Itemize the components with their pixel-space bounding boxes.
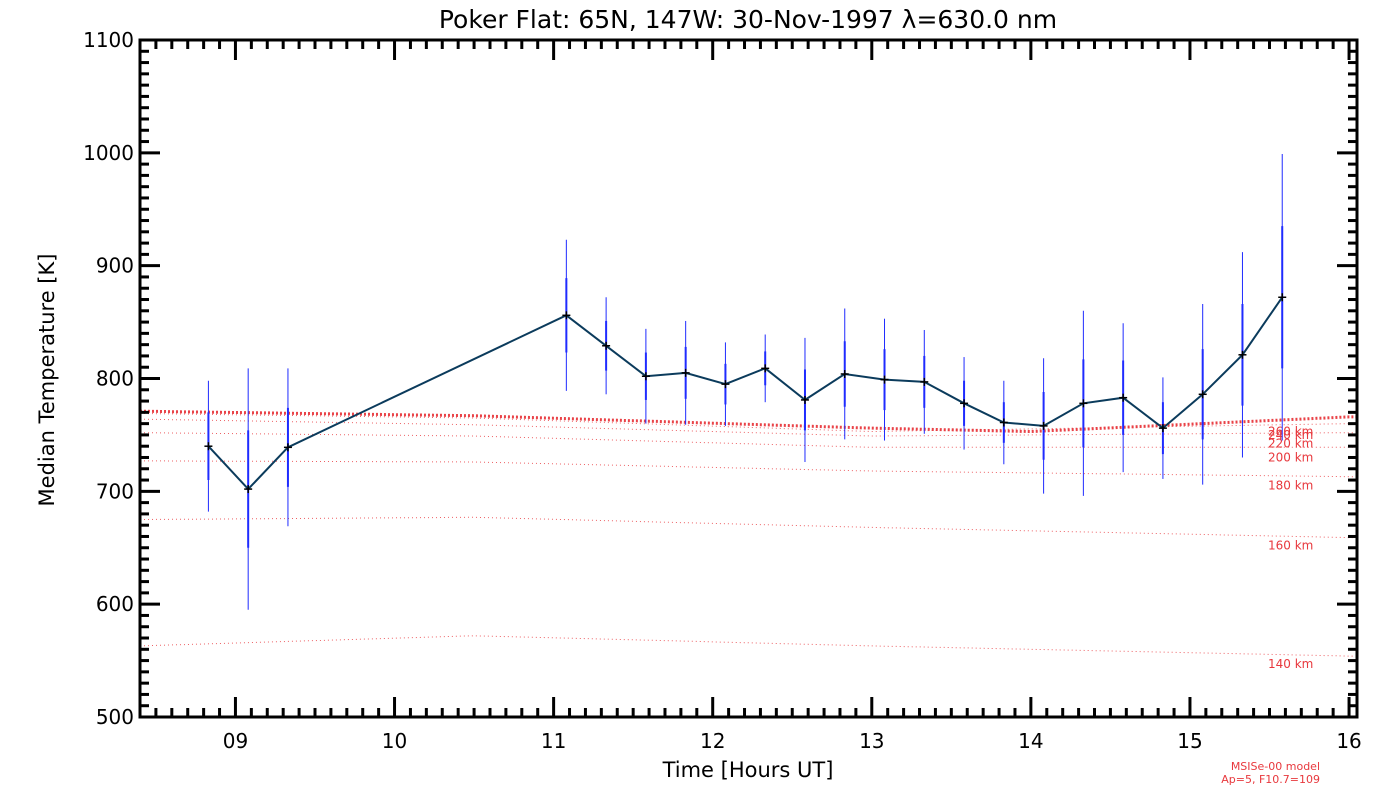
y-axis-title: Median Temperature [K] [35, 254, 59, 507]
data-point [1278, 293, 1287, 302]
y-tick-label: 800 [96, 367, 134, 391]
x-tick-label: 16 [1336, 729, 1361, 753]
data-point [960, 399, 969, 408]
axes: 500 600 700 800 900 1000 1100 09 10 11 12 13 14 15 16 [83, 28, 1362, 753]
model-label-240-km: 240 km [1268, 428, 1313, 442]
data-point [800, 395, 809, 404]
model-note: MSISe-00 model [1231, 760, 1320, 773]
data-point [1158, 424, 1167, 433]
data-point [562, 311, 571, 320]
model-label-200-km: 200 km [1268, 450, 1313, 464]
model-curve-240-km [139, 413, 1357, 433]
x-tick-label: 12 [700, 729, 725, 753]
data-point [880, 375, 889, 384]
y-tick-label: 700 [96, 479, 134, 503]
data-point [1039, 421, 1048, 430]
data-point [641, 372, 650, 381]
data-point [1238, 350, 1247, 359]
data-point [999, 418, 1008, 427]
plot-frame [138, 38, 1359, 719]
y-tick-label: 900 [96, 254, 134, 278]
y-tick-label: 1100 [83, 28, 134, 52]
data-point [1119, 393, 1128, 402]
data-point [920, 377, 929, 386]
y-tick-label: 500 [96, 705, 134, 729]
x-tick-label: 11 [541, 729, 566, 753]
temperature-line [207, 296, 1284, 491]
chart-title: Poker Flat: 65N, 147W: 30-Nov-1997 λ=630… [439, 5, 1057, 34]
data-point [283, 443, 292, 452]
y-tick-label: 1000 [83, 141, 134, 165]
x-tick-label: 10 [382, 729, 407, 753]
y-tick-label: 600 [96, 592, 134, 616]
x-tick-label: 09 [223, 729, 248, 753]
model-label-180-km: 180 km [1268, 479, 1313, 493]
data-point [681, 368, 690, 377]
x-tick-label: 14 [1018, 729, 1043, 753]
data-point [602, 341, 611, 350]
data-point [244, 485, 253, 494]
data-point [761, 364, 770, 373]
data-point [1198, 390, 1207, 399]
data-series [204, 153, 1287, 610]
model-curve-220-km [139, 418, 1357, 437]
x-tick-label: 13 [859, 729, 884, 753]
x-tick-label: 15 [1177, 729, 1202, 753]
data-point [721, 380, 730, 389]
model-curve-180-km [140, 460, 1357, 478]
data-point [1079, 399, 1088, 408]
model-label-220-km: 220 km [1268, 436, 1313, 450]
model-label-260-km: 260 km [1268, 424, 1313, 438]
model-curve-200-km [140, 432, 1357, 448]
model-curve-260-km [139, 409, 1357, 434]
model-curve-140-km [139, 635, 1357, 657]
model-label-140-km: 140 km [1268, 657, 1313, 671]
model-label-160-km: 160 km [1268, 539, 1313, 553]
data-point [840, 369, 849, 378]
x-axis-title: Time [Hours UT] [662, 758, 834, 782]
model-params-note: Ap=5, F10.7=109 [1221, 773, 1320, 786]
data-point [204, 442, 213, 451]
model-curve-160-km [140, 516, 1357, 539]
